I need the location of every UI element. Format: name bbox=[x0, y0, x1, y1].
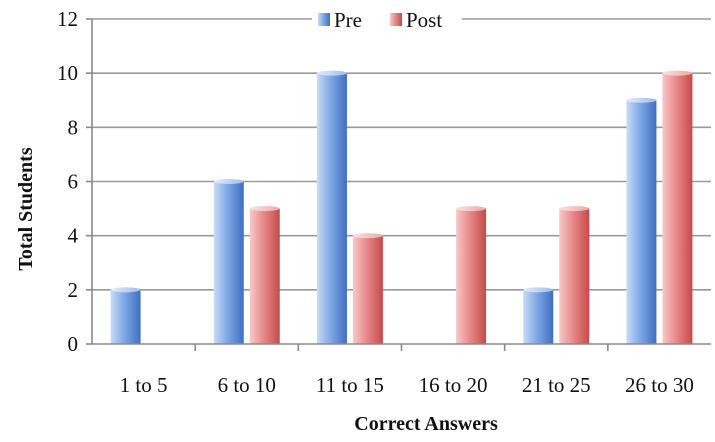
x-tick-label: 6 to 10 bbox=[218, 373, 276, 397]
x-tick-label: 26 to 30 bbox=[625, 373, 694, 397]
y-axis-title: Total Students bbox=[15, 147, 37, 270]
bar-pre bbox=[523, 289, 554, 344]
bar-top-pre bbox=[523, 287, 554, 293]
legend: Pre Post bbox=[312, 8, 462, 32]
y-tick-label: 10 bbox=[57, 61, 78, 85]
y-tick-label: 6 bbox=[68, 170, 79, 194]
legend-swatch-pre bbox=[318, 13, 330, 26]
bar-top-post bbox=[559, 206, 590, 212]
bar-pre bbox=[213, 181, 244, 344]
x-tick-label: 1 to 5 bbox=[120, 373, 168, 397]
bar-post bbox=[249, 208, 280, 344]
bar-top-post bbox=[456, 206, 487, 212]
x-tick-label: 11 to 15 bbox=[316, 373, 384, 397]
bar-top-post bbox=[249, 206, 280, 212]
bar-top-post bbox=[662, 70, 693, 76]
legend-background bbox=[312, 8, 462, 32]
bar-top-pre bbox=[110, 287, 141, 293]
bars bbox=[110, 70, 693, 345]
y-tick-label: 8 bbox=[68, 115, 79, 139]
bar-pre bbox=[110, 289, 141, 344]
bar-top-pre bbox=[626, 97, 657, 103]
bar-top-pre bbox=[213, 179, 244, 184]
axes: 0 2 4 6 8 10 12 1 to 5 6 to 10 11 to 15 16 to 20 21… bbox=[57, 7, 711, 397]
y-tick-label: 4 bbox=[68, 224, 79, 248]
y-tick-label: 2 bbox=[68, 278, 79, 302]
y-tick-label: 12 bbox=[57, 7, 78, 31]
bar-post bbox=[352, 235, 383, 344]
legend-label-pre: Pre bbox=[334, 8, 362, 32]
legend-label-post: Post bbox=[406, 8, 442, 32]
legend-swatch-post bbox=[390, 13, 402, 26]
bar-pre bbox=[316, 73, 347, 345]
gridlines bbox=[92, 18, 711, 291]
y-tick-label: 0 bbox=[68, 332, 79, 356]
bar-post bbox=[662, 73, 693, 345]
x-axis-title: Correct Answers bbox=[354, 413, 498, 435]
x-tick-label: 16 to 20 bbox=[419, 373, 488, 397]
bar-top-pre bbox=[316, 70, 347, 76]
bar-top-post bbox=[352, 233, 383, 239]
bar-post bbox=[559, 208, 590, 344]
bar-post bbox=[456, 208, 487, 344]
x-tick-label: 21 to 25 bbox=[522, 373, 591, 397]
bar-pre bbox=[626, 100, 657, 344]
